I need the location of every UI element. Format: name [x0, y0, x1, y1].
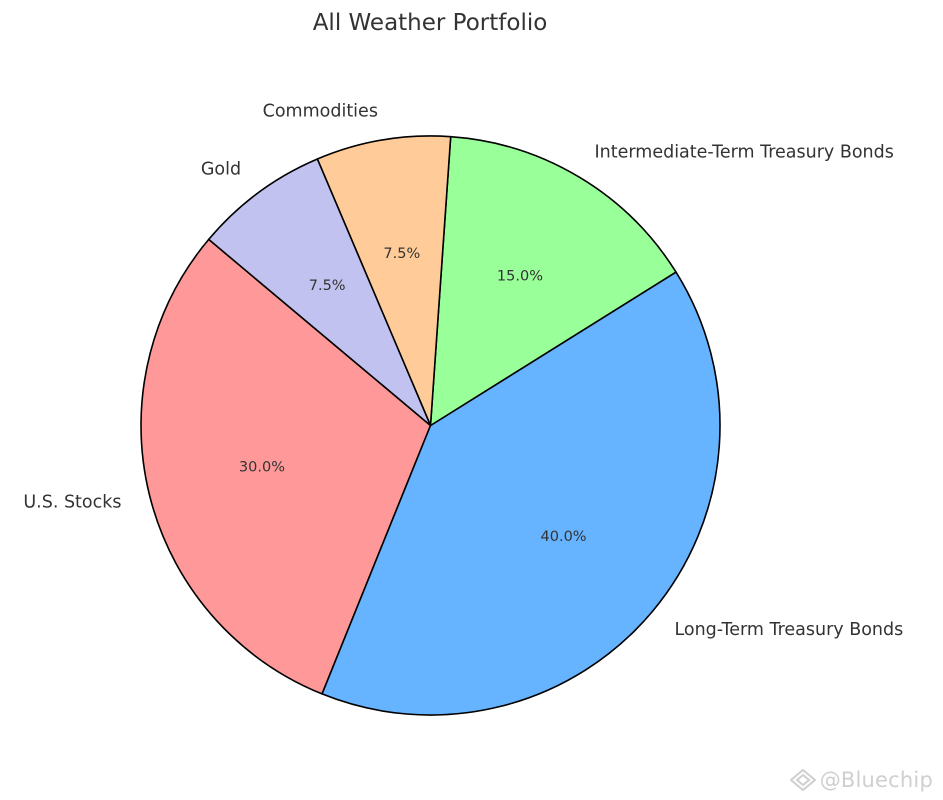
pie-slice-intermediate-term-treasury-bonds [429, 135, 677, 427]
pie-category-labels: U.S. Stocks Long-Term Treasury Bonds Inter… [23, 101, 903, 640]
pie-percent-label: 40.0% [541, 529, 587, 545]
pie-category-label-intermediate-term-treasury-bonds: Intermediate-Term Treasury Bonds [595, 143, 894, 163]
bluechip-logo-icon [789, 769, 816, 791]
pie-percent-label: 7.5% [383, 246, 420, 262]
pie-percent-label: 30.0% [239, 460, 285, 476]
watermark-text: @Bluechip [819, 768, 933, 792]
pie-percent-label: 15.0% [497, 269, 543, 285]
watermark: @Bluechip [789, 768, 933, 792]
pie-category-label-u-s-stocks: U.S. Stocks [23, 493, 121, 513]
pie-percent-labels: 30.0% 40.0% 15.0% 7.5% 7.5% [239, 246, 587, 545]
pie-slice-commodities [316, 135, 452, 427]
pie-category-label-long-term-treasury-bonds: Long-Term Treasury Bonds [674, 620, 903, 640]
pie-slice-u-s-stocks [140, 238, 432, 695]
pie-category-label-commodities: Commodities [263, 101, 378, 121]
pie-slices [140, 135, 721, 716]
pie-percent-label: 7.5% [309, 278, 346, 294]
chart-title: All Weather Portfolio [313, 10, 548, 36]
pie-slice-gold [207, 158, 432, 427]
pie-slice-long-term-treasury-bonds [321, 271, 721, 716]
pie-category-label-gold: Gold [201, 160, 241, 180]
